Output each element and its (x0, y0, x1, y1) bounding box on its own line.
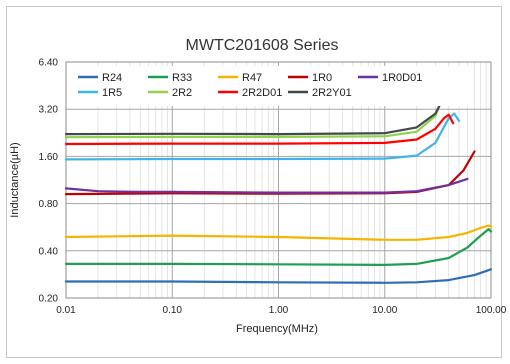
x-tick-label: 1.00 (269, 305, 289, 316)
series-line-1r0d01 (64, 177, 469, 194)
x-tick-label: 100.00 (476, 305, 507, 316)
y-tick-label: 6.40 (39, 58, 59, 69)
tick-labels: 0.01 0.10 1.00 10.00 100.00 0.20 0.40 0.80 1.60 3… (39, 58, 507, 317)
chart-frame (6, 6, 502, 358)
y-tick-label: 3.20 (39, 105, 59, 116)
series-line-r24 (64, 268, 493, 284)
series-line-r33 (64, 228, 493, 266)
y-tick-label: 1.60 (39, 152, 59, 163)
legend-label-r33: R33 (172, 72, 192, 84)
y-tick-label: 0.40 (39, 246, 59, 257)
legend-label-2r2d01: 2R2D01 (242, 87, 282, 99)
legend-label-2r2: 2R2 (172, 87, 192, 99)
legend-label-1r0d01: 1R0D01 (382, 72, 422, 84)
series-line-2r2d01 (64, 113, 455, 146)
plot-area-border (65, 61, 492, 299)
x-tick-label: 10.00 (372, 305, 397, 316)
series-line-r47 (64, 224, 493, 241)
legend-label-r47: R47 (242, 72, 262, 84)
x-axis-label: Frequency(MHz) (236, 323, 318, 335)
legend-label-2r2y01: 2R2Y01 (312, 87, 352, 99)
y-axis-label: Inductance(µH) (9, 142, 21, 217)
legend: R24 R33 R47 1R0 1R0D01 1R5 2R2 2R2D01 2R2Y01 (71, 66, 468, 106)
legend-box (71, 66, 468, 106)
legend-label-1r5: 1R5 (102, 87, 122, 99)
series-line-1r0 (64, 150, 476, 196)
y-tick-label: 0.20 (39, 294, 59, 305)
x-tick-label: 0.01 (56, 305, 76, 316)
chart-title: MWTC201608 Series (186, 37, 339, 54)
x-tick-label: 0.10 (163, 305, 183, 316)
legend-label-1r0: 1R0 (312, 72, 332, 84)
legend-label-r24: R24 (102, 72, 122, 84)
y-tick-label: 0.80 (39, 199, 59, 210)
series-line-1r5 (64, 112, 461, 161)
